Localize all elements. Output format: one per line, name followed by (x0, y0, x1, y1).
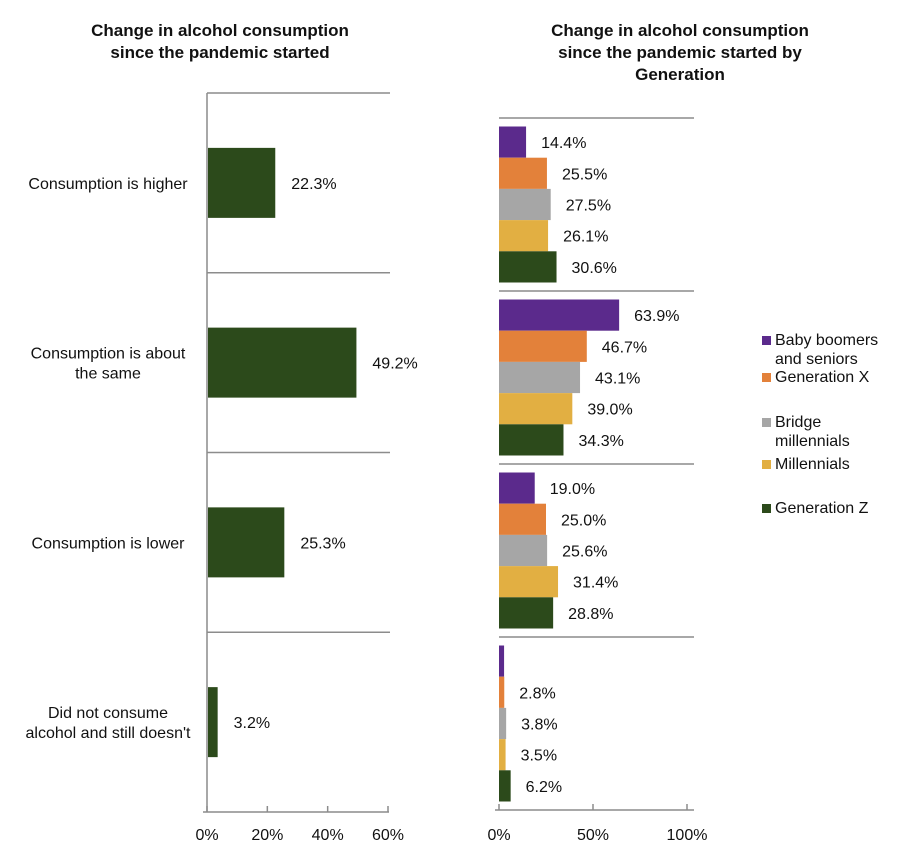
left-category-label: Consumption is higher (28, 176, 188, 193)
left-bar (208, 327, 357, 398)
right-data-label: 14.4% (541, 135, 586, 152)
left-x-tick-label: 60% (372, 827, 404, 844)
right-bar (499, 472, 535, 504)
legend-label: Bridge (775, 414, 821, 431)
right-bar (499, 503, 546, 535)
right-bar (499, 299, 620, 331)
legend-swatch (762, 336, 771, 345)
right-bar (499, 251, 557, 283)
legend-label: Millennials (775, 456, 850, 473)
right-chart-title: Change in alcohol consumption since the … (551, 21, 809, 84)
left-data-label: 49.2% (372, 356, 417, 373)
right-bar (499, 126, 527, 158)
right-data-label: 25.0% (561, 512, 606, 529)
left-category-label: alcohol and still doesn't (26, 725, 191, 742)
left-data-label: 22.3% (291, 176, 336, 193)
right-data-label: 28.8% (568, 606, 613, 623)
left-category-label: Did not consume (48, 705, 168, 722)
right-x-tick-label: 100% (667, 827, 708, 844)
right-bar (499, 393, 573, 425)
right-bar (499, 707, 507, 740)
legend-label: millennials (775, 433, 850, 450)
right-data-label: 25.6% (562, 544, 607, 561)
right-bar (499, 424, 564, 456)
right-bar (499, 597, 554, 629)
right-bar (499, 770, 511, 802)
left-category-label: the same (75, 366, 141, 383)
legend-label: Generation X (775, 369, 870, 386)
right-bar (499, 157, 547, 189)
right-bar (499, 739, 506, 771)
left-bar (208, 507, 285, 578)
left-bar (208, 687, 218, 758)
right-data-label: 25.5% (562, 166, 607, 183)
left-x-tick-label: 0% (195, 827, 218, 844)
right-data-label: 27.5% (566, 198, 611, 215)
right-data-label: 30.6% (572, 260, 617, 277)
legend-label: Generation Z (775, 500, 869, 517)
legend-label: Baby boomers (775, 332, 878, 349)
legend-label: and seniors (775, 351, 858, 368)
right-bar (499, 188, 551, 221)
left-chart-title: Change in alcohol consumption since the … (91, 21, 349, 62)
left-data-label: 3.2% (234, 715, 270, 732)
left-x-tick-label: 20% (251, 827, 283, 844)
right-bar (499, 566, 559, 598)
right-data-label: 63.9% (634, 308, 679, 325)
legend-swatch (762, 460, 771, 469)
right-data-label: 46.7% (602, 339, 647, 356)
right-data-label: 3.5% (521, 748, 557, 765)
legend-swatch (762, 504, 771, 513)
left-bar (208, 147, 276, 218)
right-bar (499, 534, 548, 567)
right-data-label: 34.3% (578, 433, 623, 450)
legend-swatch (762, 418, 771, 427)
right-data-label: 26.1% (563, 229, 608, 246)
left-x-tick-label: 40% (312, 827, 344, 844)
right-x-tick-label: 0% (487, 827, 510, 844)
right-data-label: 39.0% (587, 402, 632, 419)
right-data-label: 19.0% (550, 481, 595, 498)
left-data-label: 25.3% (300, 535, 345, 552)
left-category-label: Consumption is lower (32, 535, 186, 552)
right-bar (499, 676, 505, 708)
right-bar (499, 361, 581, 394)
right-x-tick-label: 50% (577, 827, 609, 844)
right-data-label: 2.8% (519, 685, 555, 702)
right-data-label: 43.1% (595, 371, 640, 388)
right-data-label: 31.4% (573, 575, 618, 592)
right-bar (499, 645, 505, 677)
legend-swatch (762, 373, 771, 382)
right-data-label: 3.8% (521, 717, 557, 734)
right-bar (499, 220, 549, 252)
right-bar (499, 330, 587, 362)
left-category-label: Consumption is about (31, 346, 186, 363)
right-data-label: 6.2% (526, 779, 562, 796)
